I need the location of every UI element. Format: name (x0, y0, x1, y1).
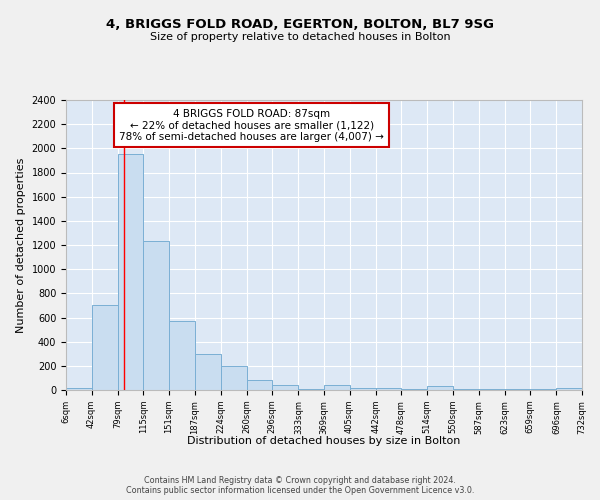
Bar (401, 389, 427, 390)
Bar (350, 388, 376, 390)
Text: Contains HM Land Registry data © Crown copyright and database right 2024.: Contains HM Land Registry data © Crown c… (144, 476, 456, 485)
Bar (272, 384, 298, 390)
Bar (66, 388, 92, 390)
Bar (298, 389, 324, 390)
Bar (324, 385, 350, 390)
Bar (376, 388, 401, 390)
Text: 4 BRIGGS FOLD ROAD: 87sqm
← 22% of detached houses are smaller (1,122)
78% of se: 4 BRIGGS FOLD ROAD: 87sqm ← 22% of detac… (119, 108, 384, 142)
Bar (143, 242, 169, 390)
Bar (556, 388, 582, 390)
Text: Contains public sector information licensed under the Open Government Licence v3: Contains public sector information licen… (126, 486, 474, 495)
Text: 4, BRIGGS FOLD ROAD, EGERTON, BOLTON, BL7 9SG: 4, BRIGGS FOLD ROAD, EGERTON, BOLTON, BL… (106, 18, 494, 30)
Bar (194, 354, 221, 390)
Y-axis label: Number of detached properties: Number of detached properties (16, 158, 26, 332)
Text: Size of property relative to detached houses in Bolton: Size of property relative to detached ho… (149, 32, 451, 42)
X-axis label: Distribution of detached houses by size in Bolton: Distribution of detached houses by size … (187, 436, 461, 446)
Bar (118, 154, 143, 390)
Bar (247, 380, 272, 390)
Bar (92, 306, 118, 390)
Bar (427, 386, 452, 390)
Bar (169, 320, 194, 390)
Bar (221, 366, 247, 390)
